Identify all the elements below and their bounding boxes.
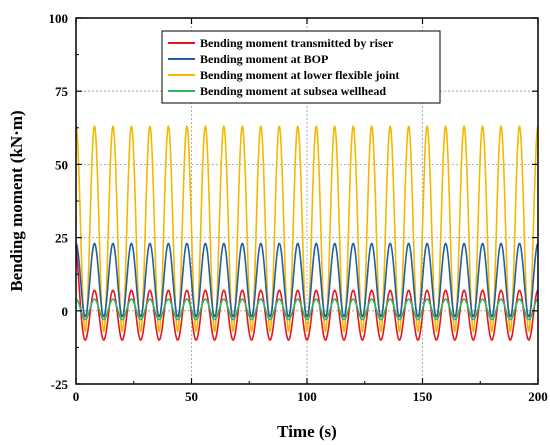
x-tick-label: 100 bbox=[297, 389, 317, 404]
x-tick-label: 200 bbox=[528, 389, 548, 404]
y-tick-label: -25 bbox=[51, 377, 69, 392]
y-tick-label: 50 bbox=[55, 157, 68, 172]
series-line-2 bbox=[75, 125, 539, 333]
y-tick-label: 0 bbox=[62, 304, 69, 319]
series-layer bbox=[75, 125, 539, 341]
y-tick-label: 75 bbox=[55, 84, 69, 99]
y-tick-label: 25 bbox=[55, 231, 69, 246]
legend-box bbox=[161, 30, 441, 104]
legend-label: Bending moment at lower flexible joint bbox=[200, 68, 399, 82]
x-tick-label: 50 bbox=[185, 389, 198, 404]
y-axis-title: Bending moment (kN·m) bbox=[7, 110, 26, 291]
tick-labels: 0 50 100 150 200 -25 0 25 50 75 100 bbox=[49, 11, 548, 404]
legend-label: Bending moment at BOP bbox=[200, 52, 328, 66]
y-tick-label: 100 bbox=[49, 11, 69, 26]
series-line-1 bbox=[75, 242, 539, 318]
axis-ticks bbox=[75, 17, 539, 385]
x-tick-label: 0 bbox=[73, 389, 80, 404]
series-line-3 bbox=[75, 298, 539, 321]
legend-label: Bending moment transmitted by riser bbox=[200, 36, 394, 50]
x-tick-label: 150 bbox=[413, 389, 433, 404]
x-axis-title: Time (s) bbox=[277, 422, 337, 441]
legend-label: Bending moment at subsea wellhead bbox=[200, 84, 386, 98]
legend: Bending moment transmitted by riser Bendi… bbox=[161, 30, 441, 104]
